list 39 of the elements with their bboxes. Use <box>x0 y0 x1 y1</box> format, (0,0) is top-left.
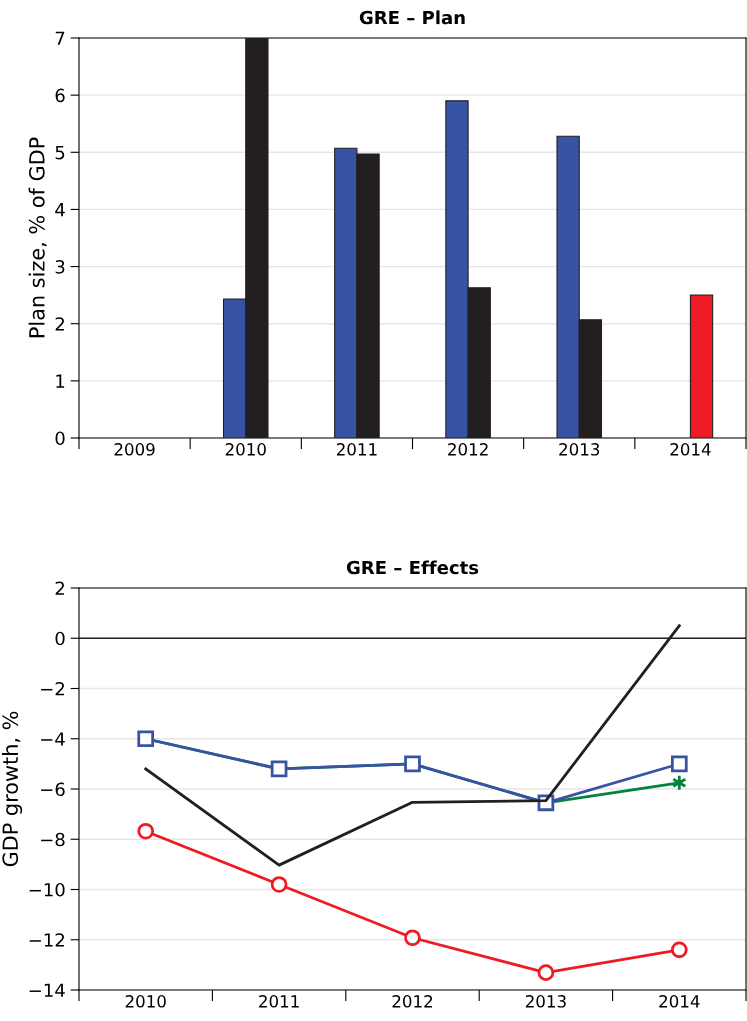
y-tick-label: −6 <box>41 782 65 797</box>
point <box>670 941 688 959</box>
y-tick-label: 1 <box>56 374 65 388</box>
x-tick-label: 2009 <box>114 443 155 456</box>
y-tick-label: 3 <box>55 260 65 274</box>
x-tick-label: 2010 <box>125 995 166 1008</box>
y-tick-label: 2 <box>55 317 64 331</box>
bar <box>689 294 714 438</box>
point <box>670 755 688 773</box>
point <box>404 929 421 947</box>
y-tick-label: 2 <box>55 581 64 595</box>
chart-title: GRE – Plan <box>359 10 465 25</box>
x-tick-label: 2011 <box>259 995 299 1008</box>
x-tick-label: 2011 <box>336 443 377 456</box>
y-tick-label: −14 <box>29 983 65 997</box>
point <box>270 876 288 893</box>
y-axis-title: Plan size, % of GDP <box>28 137 47 338</box>
chart-title: GRE – Effects <box>346 560 479 575</box>
y-tick-label: 7 <box>55 31 65 45</box>
y-tick-label: 6 <box>55 88 65 103</box>
y-tick-label: −10 <box>29 882 65 897</box>
x-tick-label: 2013 <box>559 443 600 456</box>
x-tick-label: 2014 <box>659 995 700 1008</box>
point <box>537 964 555 981</box>
y-tick-label: 5 <box>55 145 65 160</box>
y-tick-label: 4 <box>55 203 65 217</box>
y-tick-label: −4 <box>41 732 65 746</box>
x-tick-label: 2014 <box>670 443 711 456</box>
y-tick-label: −2 <box>41 681 64 696</box>
y-tick-label: 0 <box>55 631 65 646</box>
y-tick-label: −12 <box>29 933 64 947</box>
x-tick-label: 2012 <box>392 995 433 1008</box>
x-tick-label: 2012 <box>448 443 488 456</box>
x-tick-label: 2013 <box>525 995 566 1008</box>
point <box>137 822 155 840</box>
y-tick-label: −8 <box>41 832 65 847</box>
x-tick-label: 2010 <box>225 443 266 456</box>
y-tick-label: 0 <box>55 431 65 446</box>
y-axis-title: GDP growth, % <box>1 711 23 867</box>
